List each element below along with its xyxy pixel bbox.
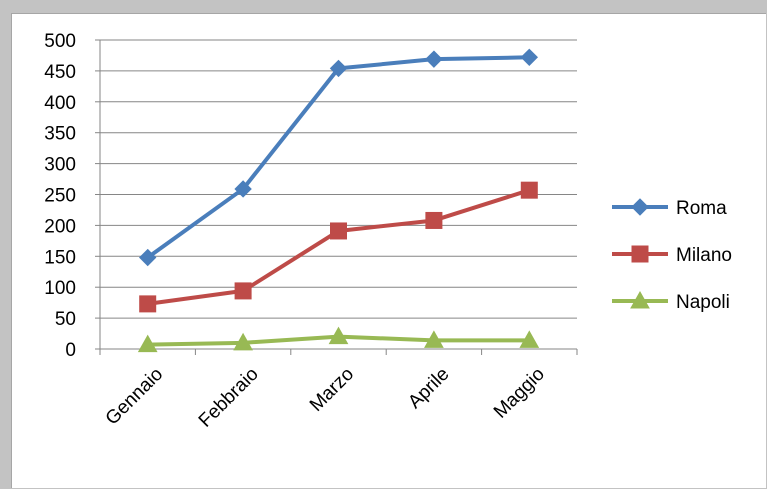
point-napoli-0: [137, 334, 158, 353]
y-tick-label-300: 300: [44, 155, 76, 176]
y-tick-label-450: 450: [44, 62, 76, 83]
point-roma-1: [234, 180, 252, 198]
y-tick-label-500: 500: [44, 31, 76, 52]
y-tick-label-350: 350: [44, 124, 76, 145]
point-milano-1: [234, 282, 252, 300]
x-tick-label-marzo: Marzo: [306, 364, 358, 416]
legend-marker-napoli: [630, 290, 650, 309]
point-milano-3: [425, 211, 443, 229]
legend-marker-roma: [631, 198, 649, 216]
legend-label-milano: Milano: [676, 245, 732, 266]
point-napoli-3: [424, 330, 444, 348]
point-roma-0: [138, 248, 157, 267]
y-tick-label-400: 400: [44, 93, 76, 114]
y-tick-label-100: 100: [44, 278, 76, 299]
x-tick-label-aprile: Aprile: [404, 364, 453, 413]
point-napoli-4: [519, 330, 540, 348]
y-tick-label-150: 150: [44, 247, 76, 268]
x-tick-label-gennaio: Gennaio: [102, 364, 168, 430]
point-milano-0: [139, 295, 157, 313]
point-milano-2: [330, 222, 347, 240]
y-tick-label-250: 250: [44, 186, 76, 207]
legend-label-napoli: Napoli: [676, 292, 730, 313]
point-roma-4: [520, 48, 539, 67]
x-tick-label-maggio: Maggio: [490, 364, 549, 423]
point-roma-3: [425, 50, 443, 68]
y-tick-label-50: 50: [55, 309, 76, 330]
point-napoli-1: [233, 332, 253, 351]
x-tick-label-febbraio: Febbraio: [195, 364, 263, 432]
legend-marker-milano: [631, 245, 649, 263]
point-napoli-2: [328, 326, 349, 345]
y-tick-label-0: 0: [65, 340, 76, 361]
legend-label-roma: Roma: [676, 198, 727, 219]
point-milano-4: [520, 181, 538, 199]
point-roma-2: [329, 59, 348, 78]
y-tick-label-200: 200: [44, 216, 76, 237]
